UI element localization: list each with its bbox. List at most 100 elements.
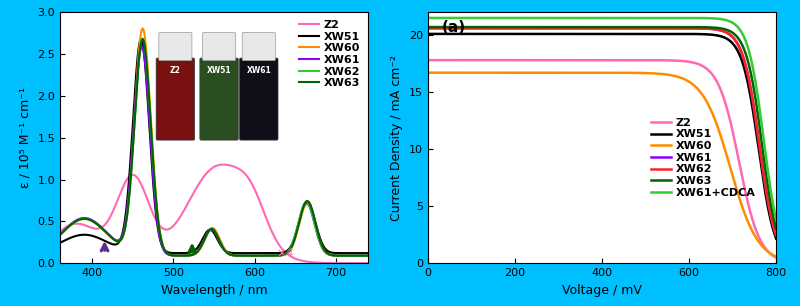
XW63 [594, 25, 604, 29]
XW63 [205, 228, 214, 231]
XW61 [205, 229, 214, 232]
X-axis label: Wavelength / nm: Wavelength / nm [161, 284, 267, 297]
Line: Z2: Z2 [56, 165, 372, 263]
XW51 [136, 37, 146, 41]
XW62 [51, 237, 61, 241]
XW61 [51, 237, 61, 240]
XW60 [138, 27, 147, 30]
XW61 [358, 254, 368, 257]
XW63 [367, 254, 377, 257]
Line: XW63: XW63 [428, 27, 780, 241]
Z2 [441, 58, 450, 62]
XW60 [585, 71, 594, 75]
Line: XW61+CDCA: XW61+CDCA [428, 18, 780, 236]
XW62 [367, 254, 377, 257]
Z2 [300, 259, 310, 263]
XW63 [585, 25, 594, 29]
XW60 [358, 254, 368, 257]
XW51 [51, 243, 61, 247]
XW51 [585, 32, 594, 36]
Legend: Z2, XW51, XW60, XW61, XW62, XW63, XW61+CDCA: Z2, XW51, XW60, XW61, XW62, XW63, XW61+C… [646, 113, 760, 202]
XW61+CDCA [594, 16, 604, 20]
XW61+CDCA [701, 16, 710, 20]
XW60 [775, 256, 785, 260]
XW60 [423, 71, 433, 75]
XW63 [358, 254, 368, 257]
XW62 [358, 254, 368, 257]
XW51 [766, 216, 775, 219]
XW60 [300, 204, 310, 207]
XW51 [441, 32, 450, 36]
XW61 [197, 244, 206, 248]
Z2 [765, 252, 774, 255]
XW51 [300, 201, 310, 205]
XW61 [775, 244, 785, 248]
XW61+CDCA [775, 234, 785, 237]
XW60 [67, 222, 77, 226]
XW62 [358, 254, 368, 257]
Z2 [205, 168, 214, 172]
XW63 [766, 198, 775, 202]
XW61 [441, 26, 450, 30]
XW51 [775, 246, 785, 250]
XW63 [138, 38, 147, 41]
XW62 [138, 37, 147, 40]
XW60 [51, 237, 61, 241]
Y-axis label: ε / 10⁵ M⁻¹ cm⁻¹: ε / 10⁵ M⁻¹ cm⁻¹ [19, 87, 32, 188]
XW51 [358, 251, 368, 255]
Z2 [358, 261, 368, 265]
XW63 [358, 254, 368, 257]
Y-axis label: Current Density / mA cm⁻²: Current Density / mA cm⁻² [390, 55, 403, 221]
XW62 [766, 211, 775, 214]
XW61 [423, 26, 433, 30]
XW51 [701, 32, 710, 36]
XW62 [197, 244, 206, 247]
Z2 [367, 261, 377, 265]
Line: XW51: XW51 [56, 39, 372, 253]
XW61 [766, 211, 775, 214]
XW62 [300, 201, 310, 205]
Line: XW60: XW60 [56, 28, 372, 256]
XW62 [205, 228, 214, 231]
Line: XW60: XW60 [428, 73, 780, 258]
XW60 [367, 254, 377, 257]
XW60 [594, 71, 604, 75]
XW63 [197, 244, 206, 247]
XW51 [594, 32, 604, 36]
XW51 [367, 251, 377, 255]
XW60 [701, 98, 710, 101]
Z2 [594, 58, 604, 62]
Z2 [218, 163, 228, 166]
Z2 [423, 58, 433, 62]
XW62 [585, 26, 594, 30]
XW62 [701, 27, 710, 30]
XW61 [367, 254, 377, 257]
Z2 [766, 252, 775, 256]
Line: XW61: XW61 [56, 47, 372, 256]
Text: $\times$4: $\times$4 [277, 247, 295, 260]
XW62 [765, 210, 774, 213]
X-axis label: Voltage / mV: Voltage / mV [562, 284, 642, 297]
XW61 [358, 254, 368, 257]
Z2 [701, 66, 710, 70]
XW63 [423, 25, 433, 29]
XW60 [205, 228, 214, 232]
XW63 [441, 25, 450, 29]
Z2 [585, 58, 594, 62]
XW60 [441, 71, 450, 75]
Line: XW51: XW51 [428, 34, 780, 248]
XW62 [423, 26, 433, 30]
XW60 [766, 251, 775, 255]
XW61+CDCA [585, 16, 594, 20]
XW61+CDCA [423, 16, 433, 20]
XW61 [67, 221, 77, 225]
XW51 [765, 215, 774, 219]
Z2 [775, 258, 785, 261]
Z2 [67, 222, 77, 226]
XW61 [585, 26, 594, 30]
Text: (a): (a) [442, 20, 466, 35]
XW60 [197, 245, 206, 248]
XW61 [701, 27, 710, 30]
XW61+CDCA [766, 185, 775, 188]
Z2 [197, 178, 206, 182]
